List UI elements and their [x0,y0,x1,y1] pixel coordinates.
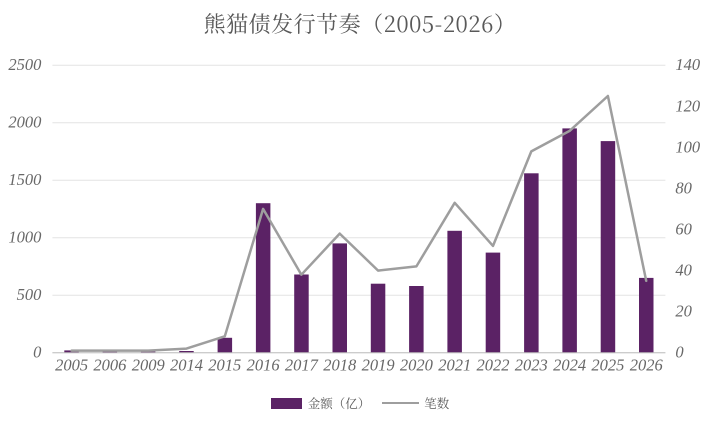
svg-text:120: 120 [675,96,701,115]
svg-text:2025: 2025 [591,356,624,375]
svg-text:1500: 1500 [8,170,42,189]
svg-text:20: 20 [675,302,692,321]
svg-text:0: 0 [33,343,42,362]
svg-text:2006: 2006 [93,356,127,375]
svg-text:2018: 2018 [323,356,357,375]
svg-text:2016: 2016 [247,356,281,375]
svg-text:2026: 2026 [630,356,664,375]
svg-text:2017: 2017 [285,356,319,375]
svg-text:60: 60 [675,220,692,239]
svg-text:2022: 2022 [477,356,510,375]
svg-text:2024: 2024 [553,356,586,375]
svg-text:140: 140 [675,55,701,74]
svg-text:2014: 2014 [170,356,203,375]
svg-text:2005: 2005 [55,356,88,375]
svg-text:2019: 2019 [362,356,395,375]
svg-text:2500: 2500 [8,55,42,74]
svg-text:40: 40 [675,261,692,280]
svg-text:2021: 2021 [438,356,471,375]
svg-text:2009: 2009 [132,356,165,375]
svg-text:2015: 2015 [208,356,241,375]
svg-text:100: 100 [675,137,701,156]
svg-text:2000: 2000 [8,113,42,132]
svg-text:500: 500 [17,285,43,304]
svg-text:2023: 2023 [515,356,548,375]
svg-text:1000: 1000 [8,228,42,247]
svg-text:80: 80 [675,178,692,197]
svg-text:0: 0 [675,343,684,362]
svg-text:2020: 2020 [400,356,434,375]
